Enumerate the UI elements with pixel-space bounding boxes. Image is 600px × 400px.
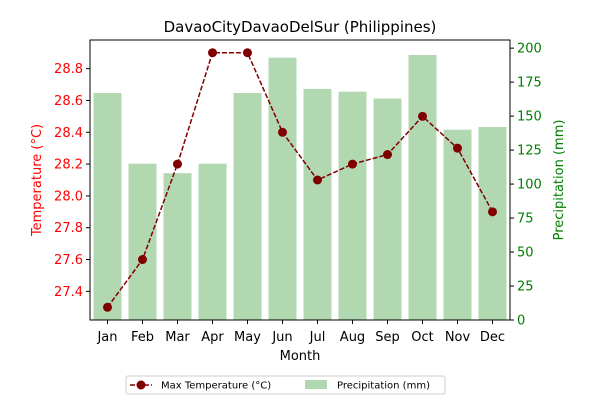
- y-axis-right-label: Precipitation (mm): [552, 120, 567, 241]
- y-left-tick-label: 28.8: [54, 62, 83, 77]
- y-right-tick-label: 175: [517, 76, 542, 91]
- precipitation-bar-aug: [338, 91, 367, 320]
- legend-box: [125, 375, 446, 395]
- temperature-point-dec: [488, 207, 497, 217]
- x-tick-label-mar: Mar: [165, 330, 190, 345]
- y-left-tick-label: 27.6: [54, 253, 83, 268]
- y-right-tick-label: 75: [517, 212, 534, 227]
- y-right-tick-label: 150: [517, 110, 542, 125]
- temperature-point-aug: [348, 159, 357, 169]
- temperature-point-mar: [173, 159, 182, 169]
- precipitation-bar-oct: [408, 54, 437, 321]
- y-right-tick-label: 125: [517, 144, 542, 159]
- y-left-tick-label: 27.8: [54, 221, 83, 236]
- x-axis-label: Month: [280, 349, 321, 364]
- temperature-point-jul: [313, 175, 322, 185]
- temperature-point-oct: [418, 111, 427, 121]
- precipitation-bar-may: [233, 93, 262, 321]
- y-right-tick-label: 0: [517, 314, 525, 329]
- precipitation-bar-feb: [128, 163, 157, 320]
- precipitation-bar-sep: [373, 98, 402, 321]
- y-left-tick-label: 28.0: [54, 189, 83, 204]
- x-tick-label-aug: Aug: [340, 330, 365, 345]
- temperature-point-jun: [278, 127, 287, 137]
- y-left-tick-label: 28.6: [54, 94, 83, 109]
- y-right-tick-label: 100: [517, 178, 542, 193]
- legend: Max Temperature (°C) Precipitation (mm): [125, 375, 446, 395]
- x-tick-label-oct: Oct: [411, 330, 433, 345]
- temperature-point-may: [243, 48, 252, 58]
- legend-bar-swatch: [305, 380, 327, 389]
- precipitation-bar-jun: [268, 57, 297, 321]
- plot-frame: [89, 39, 511, 321]
- x-tick-label-sep: Sep: [375, 330, 400, 345]
- temperature-point-feb: [138, 255, 147, 265]
- x-axis: Jan Feb Mar Apr May Jun Jul Aug Sep Oct Nov Dec: [96, 320, 505, 345]
- x-tick-label-apr: Apr: [201, 330, 224, 345]
- precipitation-bar-nov: [443, 129, 472, 320]
- x-tick-label-dec: Dec: [480, 330, 505, 345]
- temperature-point-apr: [208, 48, 217, 58]
- y-axis-right: 0 25 50 75 100 125 150 175 200: [510, 42, 542, 329]
- x-tick-label-jan: Jan: [96, 330, 117, 345]
- y-right-tick-label: 25: [517, 280, 534, 295]
- precipitation-bar-mar: [163, 173, 192, 320]
- legend-marker-swatch: [136, 380, 146, 390]
- temperature-point-jan: [103, 302, 112, 312]
- chart-title: DavaoCityDavaoDelSur (Philippines): [164, 18, 437, 36]
- temperature-series-line: [106, 51, 494, 308]
- precipitation-bar-jul: [303, 88, 332, 320]
- x-tick-label-jun: Jun: [271, 330, 292, 345]
- precipitation-bar-dec: [478, 126, 507, 320]
- y-left-tick-label: 27.4: [54, 285, 83, 300]
- precipitation-bar-jan: [93, 93, 122, 321]
- x-tick-label-may: May: [234, 330, 261, 345]
- precipitation-bars: [93, 54, 507, 321]
- y-left-tick-label: 28.4: [54, 126, 83, 141]
- precipitation-bar-apr: [198, 163, 227, 320]
- temperature-point-nov: [453, 143, 462, 153]
- x-tick-label-nov: Nov: [445, 330, 471, 345]
- legend-label-temperature: Max Temperature (°C): [161, 381, 271, 392]
- x-tick-label-feb: Feb: [131, 330, 154, 345]
- legend-label-precipitation: Precipitation (mm): [337, 381, 430, 392]
- temperature-point-sep: [383, 150, 392, 160]
- y-right-tick-label: 50: [517, 246, 534, 261]
- y-axis-left-label: Temperature (°C): [30, 124, 45, 237]
- y-left-tick-label: 28.2: [54, 158, 83, 173]
- y-right-tick-label: 200: [517, 42, 542, 57]
- y-axis-left: 27.4 27.6 27.8 28.0 28.2 28.4 28.6 28.8: [54, 62, 90, 300]
- x-tick-label-jul: Jul: [309, 330, 326, 345]
- temperature-line: [103, 48, 497, 312]
